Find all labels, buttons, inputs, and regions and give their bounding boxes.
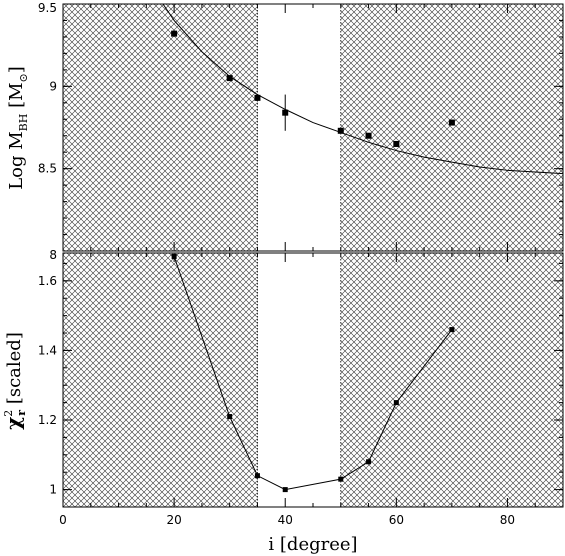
top-fit-curve [162,4,563,175]
bottom-ticks [62,253,564,508]
top-ylabel-unit-close: ] [6,66,27,73]
y-tick-label: 9 [49,79,57,93]
top-ylabel-unit-sub: ⊙ [17,73,30,82]
bottom-y-axis-title: χ2r [scaled] [1,332,28,430]
data-point [448,119,455,126]
data-point [282,109,289,116]
y-tick-label: 9.5 [38,1,57,15]
data-point [171,30,178,37]
data-point [449,327,455,333]
data-point [227,414,233,420]
x-tick-label: 20 [166,513,181,527]
data-point [365,132,372,139]
top-y-axis-title: Log MBH [M⊙] [6,66,30,190]
bottom-ylabel-sub: r [15,410,28,416]
data-point [393,140,400,147]
bottom-series-line [173,256,453,491]
top-data-points [171,30,455,147]
y-tick-label: 1.4 [38,343,57,357]
data-point [338,476,344,482]
y-tick-label: 8 [49,248,57,262]
x-axis-title: i [degree] [268,534,357,555]
x-tick-label: 40 [278,513,293,527]
bottom-panel: 1 1.2 1.4 1.6 0 20 40 60 80 χ2r [scaled] i [deg… [1,252,564,555]
x-tick-label: 80 [500,513,515,527]
data-point [254,94,261,101]
bottom-y-tick-labels: 1 1.2 1.4 1.6 [38,274,57,497]
top-ylabel-sub: BH [17,114,30,132]
bottom-ylabel-chi: χ [1,417,25,430]
data-point [226,75,233,82]
top-panel: 8 8.5 9 9.5 Log MBH [M⊙] [6,1,564,262]
top-ticks [62,3,564,252]
hatched-region [340,4,563,251]
hatched-region [63,253,258,507]
bottom-ylabel-rest: [scaled] [4,332,25,410]
data-point [337,127,344,134]
data-point [254,473,260,479]
hatched-region [63,4,258,251]
top-ylabel-unit-open: [M [6,82,27,113]
y-tick-label: 1.2 [38,413,57,427]
y-tick-label: 8.5 [38,162,57,176]
x-tick-labels: 0 20 40 60 80 [59,513,515,527]
y-tick-label: 1.6 [38,274,57,288]
data-point [393,400,399,406]
top-ylabel-main: Log M [6,131,27,189]
data-point [282,487,288,493]
bottom-ylabel-sup: 2 [2,410,15,417]
x-tick-label: 0 [59,513,67,527]
y-tick-label: 1 [49,483,57,497]
data-point [366,459,372,465]
series-line [173,256,453,491]
top-hatched-regions [63,4,563,251]
x-tick-label: 60 [389,513,404,527]
top-y-tick-labels: 8 8.5 9 9.5 [38,1,57,262]
bottom-hatched-regions [63,253,563,507]
fit-curve [162,4,563,175]
hatched-region [340,253,563,507]
